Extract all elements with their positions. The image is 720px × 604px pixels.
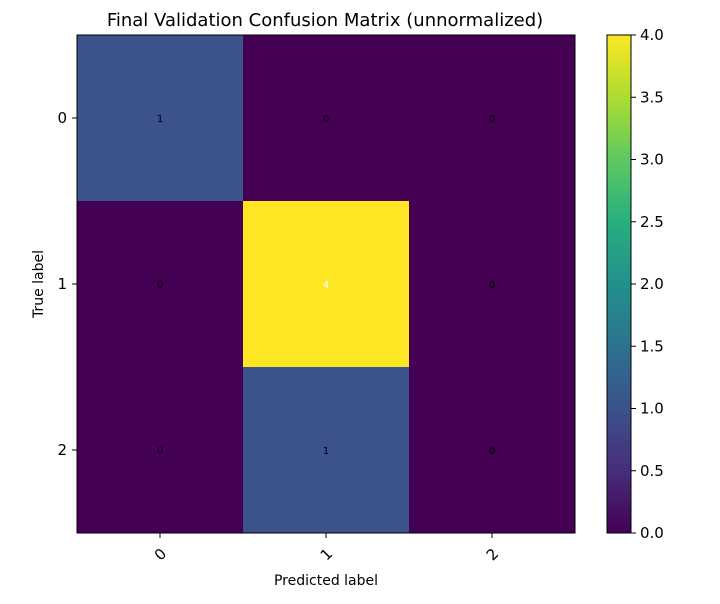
- cell-value-label-r1-c0: 0: [157, 280, 163, 291]
- colorbar-tick-label-1: 0.5: [640, 462, 664, 480]
- y-tick-label-1: 1: [57, 275, 67, 293]
- cell-value-label-r2-c1: 1: [323, 446, 329, 457]
- y-axis-label: True label: [31, 250, 47, 319]
- cell-value-label-r2-c0: 0: [157, 446, 163, 457]
- heatmap-cell-r2-c1: [243, 367, 410, 534]
- heatmap-cells: [77, 35, 576, 534]
- colorbar-tick-label-2: 1.0: [640, 400, 664, 418]
- x-tick-label-0: 0: [151, 545, 170, 564]
- heatmap-cell-r1-c0: [77, 201, 244, 368]
- colorbar-tick-label-8: 4.0: [640, 26, 664, 44]
- x-tick-label-2: 2: [483, 545, 502, 564]
- heatmap-cell-r2-c2: [409, 367, 576, 534]
- heatmap-cell-r1-c2: [409, 201, 576, 368]
- colorbar-tick-label-6: 3.0: [640, 151, 664, 169]
- heatmap-cell-r0-c1: [243, 35, 410, 202]
- cell-value-label-r1-c1: 4: [323, 280, 329, 291]
- heatmap-cell-labels: 1 0 0 0 4 0 0 1 0: [157, 114, 495, 457]
- colorbar: [606, 34, 632, 534]
- colorbar-tick-label-3: 1.5: [640, 337, 664, 355]
- cell-value-label-r0-c0: 1: [157, 114, 163, 125]
- y-tick-label-2: 2: [57, 441, 67, 459]
- cell-value-label-r2-c2: 0: [489, 446, 495, 457]
- y-tick-label-0: 0: [57, 109, 67, 127]
- colorbar-tick-label-0: 0.0: [640, 524, 664, 542]
- y-axis-ticks: 0 1 2: [57, 109, 77, 459]
- heatmap-cell-r0-c0: [77, 35, 244, 202]
- heatmap-cell-r1-c1: [243, 201, 410, 368]
- heatmap-cell-r2-c0: [77, 367, 244, 534]
- chart-title: Final Validation Confusion Matrix (unnor…: [107, 10, 543, 31]
- x-tick-label-1: 1: [317, 545, 336, 564]
- heatmap-cell-r0-c2: [409, 35, 576, 202]
- cell-value-label-r0-c2: 0: [489, 114, 495, 125]
- colorbar-ticks: 0.0 0.5 1.0 1.5 2.0 2.5 3.0 3.5 4.0: [631, 26, 664, 542]
- colorbar-tick-label-7: 3.5: [640, 88, 664, 106]
- colorbar-tick-label-4: 2.0: [640, 275, 664, 293]
- cell-value-label-r1-c2: 0: [489, 280, 495, 291]
- colorbar-tick-label-5: 2.5: [640, 213, 664, 231]
- cell-value-label-r0-c1: 0: [323, 114, 329, 125]
- x-axis-ticks: 0 1 2: [151, 533, 502, 564]
- x-axis-label: Predicted label: [274, 573, 378, 589]
